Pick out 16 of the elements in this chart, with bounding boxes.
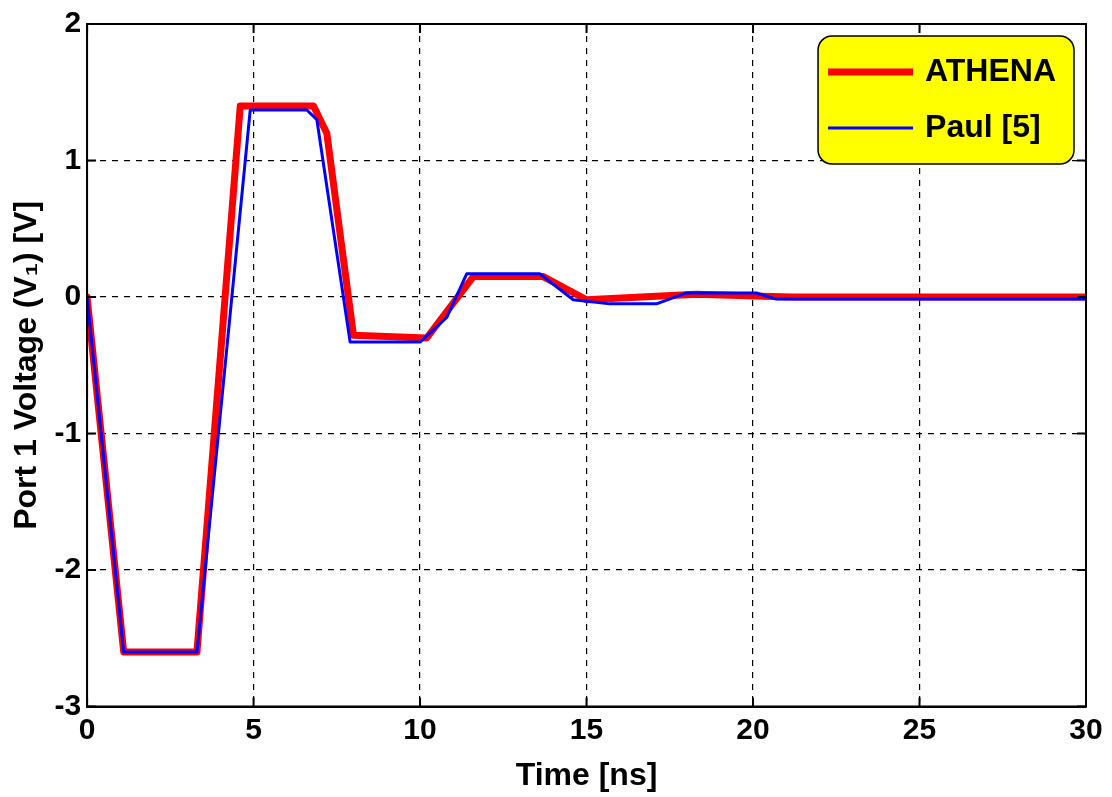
x-tick-label: 5 — [245, 711, 262, 745]
x-tick-label: 25 — [902, 711, 937, 745]
y-tick-label: -3 — [54, 687, 82, 721]
x-tick-label: 30 — [1069, 711, 1103, 745]
y-tick-label: 1 — [64, 141, 82, 175]
y-axis-title: Port 1 Voltage (V₁) [V] — [7, 200, 44, 530]
legend-label: Paul [5] — [925, 107, 1041, 144]
x-tick-label: 20 — [736, 711, 770, 745]
y-tick-label: -2 — [54, 551, 82, 585]
legend-label: ATHENA — [925, 51, 1056, 88]
y-tick-label: -1 — [54, 414, 82, 448]
x-tick-label: 15 — [569, 711, 604, 745]
y-tick-label: 0 — [64, 278, 82, 312]
x-tick-label: 10 — [403, 711, 437, 745]
x-axis-title: Time [ns] — [515, 755, 658, 792]
y-tick-label: 2 — [64, 5, 82, 39]
